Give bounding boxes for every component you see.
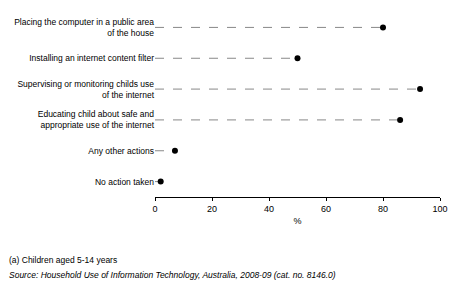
svg-text:Source: Household Use of Infor: Source: Household Use of Information Tec… (9, 270, 336, 280)
svg-text:40: 40 (264, 204, 274, 214)
svg-text:20: 20 (207, 204, 217, 214)
svg-text:Any other actions: Any other actions (88, 146, 154, 156)
svg-text:80: 80 (378, 204, 388, 214)
svg-text:100: 100 (432, 204, 447, 214)
svg-text:(a) Children aged 5-14 years: (a) Children aged 5-14 years (9, 255, 117, 265)
svg-text:Installing an internet content: Installing an internet content filter (29, 53, 154, 63)
svg-text:%: % (293, 216, 301, 226)
svg-text:No action taken: No action taken (95, 177, 154, 187)
svg-text:Supervising or monitoring chil: Supervising or monitoring childs useof t… (17, 79, 154, 100)
svg-text:0: 0 (152, 204, 157, 214)
svg-text:Educating child about safe and: Educating child about safe andappropriat… (38, 109, 155, 130)
svg-text:60: 60 (321, 204, 331, 214)
svg-text:Placing the computer in a publ: Placing the computer in a public areaof … (14, 17, 154, 38)
